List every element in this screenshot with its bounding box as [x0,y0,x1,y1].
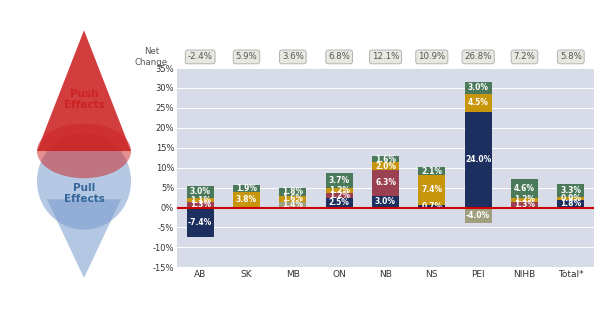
Text: 1.1%: 1.1% [190,196,211,205]
Text: 0.9%: 0.9% [560,194,581,203]
Text: 0.7%: 0.7% [421,202,442,210]
Bar [372,162,399,170]
Bar [326,193,353,198]
Bar [280,188,306,196]
Text: 3.6%: 3.6% [282,52,304,61]
Text: 26.8%: 26.8% [464,52,492,61]
Text: 4.5%: 4.5% [468,98,488,108]
Text: 3.0%: 3.0% [375,197,396,206]
Bar [418,167,445,175]
Bar [187,202,214,208]
Bar [511,179,538,198]
Text: 6.8%: 6.8% [328,52,350,61]
Ellipse shape [37,133,131,230]
Text: Push
Effects: Push Effects [64,89,104,111]
Bar [187,198,214,202]
Bar [465,94,491,112]
Text: 1.3%: 1.3% [190,201,211,209]
Text: 1.8%: 1.8% [560,200,581,208]
Polygon shape [37,30,131,151]
Text: 1.2%: 1.2% [329,186,350,195]
Bar [326,173,353,188]
Text: 24.0%: 24.0% [465,155,491,164]
Bar [187,208,214,237]
Text: 2.1%: 2.1% [421,167,442,176]
Bar [557,200,584,208]
Text: -7.4%: -7.4% [188,218,212,227]
Text: 1.9%: 1.9% [236,184,257,193]
Bar [233,185,260,192]
Bar [326,198,353,208]
Text: 1.4%: 1.4% [283,200,304,209]
Text: 3.0%: 3.0% [467,83,488,93]
Text: 5.8%: 5.8% [560,52,582,61]
Bar [557,184,584,197]
Text: 2.0%: 2.0% [375,162,396,171]
Bar [511,198,538,202]
Text: 2.5%: 2.5% [329,198,350,207]
Text: 12.1%: 12.1% [372,52,399,61]
Text: Pull
Effects: Pull Effects [64,183,104,204]
Bar [465,208,491,223]
Text: 10.9%: 10.9% [418,52,445,61]
Text: 1.8%: 1.8% [282,188,304,197]
Bar [372,156,399,162]
Bar [372,170,399,196]
Text: 3.3%: 3.3% [560,186,581,195]
Ellipse shape [37,124,131,178]
Text: 4.6%: 4.6% [514,184,535,193]
Text: 3.0%: 3.0% [190,188,211,197]
Text: 6.3%: 6.3% [375,179,396,188]
Bar [557,197,584,200]
Bar [280,196,306,202]
Bar [187,186,214,198]
Bar [511,202,538,208]
Bar [280,202,306,208]
Bar [372,196,399,208]
Bar [233,192,260,208]
Text: -2.4%: -2.4% [188,52,212,61]
Text: 7.4%: 7.4% [421,186,442,195]
Bar [465,82,491,94]
Text: 1.3%: 1.3% [514,201,535,209]
Text: 1.2%: 1.2% [329,191,350,200]
Text: 5.9%: 5.9% [236,52,257,61]
Text: Public drug plan: Public drug plan [9,312,100,322]
Bar [465,112,491,208]
Text: 3.7%: 3.7% [329,176,350,185]
Text: 1.6%: 1.6% [375,155,396,164]
Bar [326,188,353,193]
Bar [418,205,445,208]
Text: 7.2%: 7.2% [514,52,535,61]
Text: Net
Change: Net Change [135,47,168,67]
Polygon shape [47,200,121,278]
Text: -4.0%: -4.0% [466,211,490,220]
Text: 1.2%: 1.2% [514,196,535,205]
Bar [418,175,445,205]
Text: 3.8%: 3.8% [236,196,257,205]
Text: 1.6%: 1.6% [283,194,304,203]
